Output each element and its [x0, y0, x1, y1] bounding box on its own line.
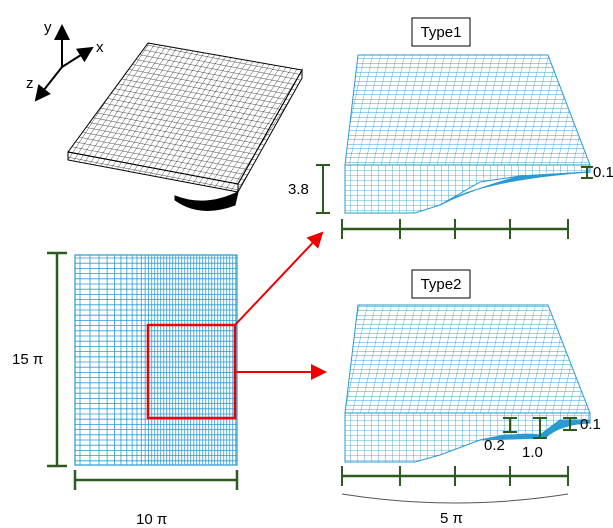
figure: y x z 15 π 10 π Type1 3.8 0.1 Type2 0.2 … [0, 0, 613, 528]
dimension-label: 3.8 [288, 181, 309, 198]
dimension-label: 1.0 [522, 444, 543, 461]
domain-mesh [75, 255, 237, 465]
dimension-label: 0.2 [484, 437, 505, 454]
dimension-label: 0.1 [580, 416, 601, 433]
arrows [235, 233, 325, 372]
blue-mesh [345, 55, 590, 213]
axis-label: z [26, 75, 34, 92]
axis-label: x [96, 39, 104, 56]
dimension-label: 15 π [12, 351, 43, 368]
dimension-label: 5 π [440, 510, 463, 527]
dimension-label: 10 π [136, 511, 167, 528]
panel-title: Type1 [421, 24, 462, 41]
brace [342, 494, 568, 503]
axes-icon [36, 26, 92, 100]
black-mesh [68, 43, 302, 210]
panel-title: Type2 [421, 276, 462, 293]
axis-label: y [44, 19, 52, 36]
dimension-label: 0.1 [593, 164, 613, 181]
blue-mesh [345, 305, 590, 462]
